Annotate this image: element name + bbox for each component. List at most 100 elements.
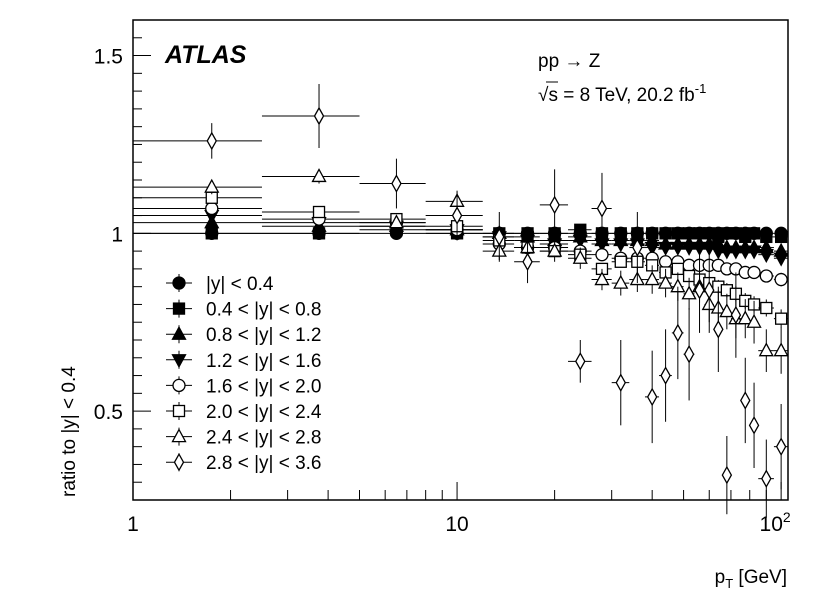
data-point (658, 255, 673, 269)
data-point (758, 249, 774, 264)
legend-item: 0.4 < |y| < 0.8 (166, 299, 322, 321)
energy-lumi-main: s = 8 TeV, 20.2 fb (548, 85, 694, 106)
legend-item: |y| < 0.4 (166, 274, 274, 295)
legend-item: 2.4 < |y| < 2.8 (166, 427, 322, 449)
data-point (614, 255, 627, 268)
legend-label: 2.0 < |y| < 2.4 (206, 402, 322, 423)
energy-lumi-label: √s = 8 TeV, 20.2 fb-1 (538, 81, 706, 106)
x-tick-label-text: 10 (445, 513, 468, 536)
legend-item: 1.2 < |y| < 1.6 (166, 350, 322, 372)
data-point (683, 344, 695, 364)
data-point (313, 106, 325, 126)
legend-item: 2.8 < |y| < 3.6 (166, 452, 322, 474)
data-point (719, 303, 735, 318)
legend-marker (171, 354, 187, 369)
x-tick-label-sup: 2 (783, 509, 791, 525)
legend-label: 0.8 < |y| < 1.2 (206, 325, 322, 346)
data-point (774, 230, 788, 244)
brand-label: ATLAS (164, 41, 247, 69)
data-point (451, 206, 463, 225)
data-point (774, 312, 788, 325)
x-axis-title-unit: [GeV] (733, 567, 787, 588)
data-point (549, 195, 560, 215)
data-point (391, 174, 402, 193)
legend-label: |y| < 0.4 (206, 274, 274, 295)
data-point (205, 201, 219, 216)
data-point (572, 249, 588, 264)
data-point (703, 280, 715, 300)
data-point (644, 271, 660, 286)
data-point (746, 245, 762, 260)
x-tick-label-text: 10 (760, 513, 783, 536)
series-8 (133, 84, 788, 518)
data-point (758, 342, 774, 357)
data-point (613, 238, 629, 253)
legend-marker (171, 325, 187, 340)
y-axis-title: ratio to |y| < 0.4 (59, 366, 80, 497)
data-point (522, 252, 533, 272)
data-point (719, 245, 735, 260)
data-point (595, 248, 609, 262)
data-point (312, 205, 326, 219)
data-point (596, 199, 608, 218)
data-point (388, 214, 405, 229)
data-point (660, 366, 671, 385)
x-tick-label: 1 (127, 513, 139, 536)
data-point (646, 387, 658, 407)
data-point (615, 373, 627, 392)
process-label: pp → Z (538, 51, 601, 72)
legend-label: 1.2 < |y| < 1.6 (206, 351, 322, 372)
legend-marker (172, 404, 186, 418)
svg-text:√s = 8 TeV, 20.2 fb-1: √s = 8 TeV, 20.2 fb-1 (538, 81, 706, 106)
data-point (694, 280, 705, 300)
legend-label: 0.4 < |y| < 0.8 (206, 300, 322, 321)
legend-item: 0.8 < |y| < 1.2 (166, 325, 322, 346)
sqrt-symbol: √ (538, 85, 549, 106)
legend-label: 2.8 < |y| < 3.6 (206, 453, 322, 474)
data-point (547, 242, 563, 257)
data-point (721, 465, 733, 485)
data-point (730, 305, 742, 325)
data-point (681, 241, 697, 256)
data-point (774, 272, 788, 287)
legend-label: 1.6 < |y| < 2.0 (206, 376, 322, 397)
energy-lumi-sup: -1 (695, 81, 707, 96)
series-7 (133, 168, 789, 374)
data-point (613, 274, 629, 289)
data-point (670, 241, 686, 256)
data-point (747, 265, 761, 280)
data-point (759, 269, 773, 283)
x-axis-title-main: p (715, 567, 726, 588)
data-point (204, 178, 220, 193)
data-point (747, 227, 761, 240)
data-point (657, 241, 674, 256)
plot-area (133, 84, 789, 518)
y-tick-label: 1.5 (94, 46, 123, 69)
x-axis-title-sub: T (725, 576, 733, 591)
legend-marker (171, 428, 187, 443)
data-point (737, 310, 753, 325)
data-point (632, 238, 643, 257)
legend-item: 2.0 < |y| < 2.4 (166, 402, 322, 423)
data-point (746, 313, 762, 328)
axis-ticks (132, 19, 782, 501)
y-tick-label: 0.5 (94, 401, 123, 424)
data-point (205, 227, 218, 240)
data-point (713, 320, 724, 339)
legend-marker (172, 276, 186, 290)
data-point (761, 469, 772, 488)
data-point (748, 416, 760, 435)
x-axis-title: pT [GeV] (715, 567, 787, 591)
legend-marker (173, 452, 185, 472)
data-point (575, 352, 586, 371)
data-point (672, 323, 684, 343)
data-point (740, 391, 751, 410)
data-point (773, 252, 789, 267)
plot-frame (132, 19, 789, 501)
legend-label: 2.4 < |y| < 2.8 (206, 428, 322, 449)
legend: |y| < 0.4 0.4 < |y| < 0.8 0.8 < |y| < 1.2 1… (166, 274, 322, 474)
data-point (206, 131, 218, 151)
x-tick-label: 102 (760, 509, 791, 536)
